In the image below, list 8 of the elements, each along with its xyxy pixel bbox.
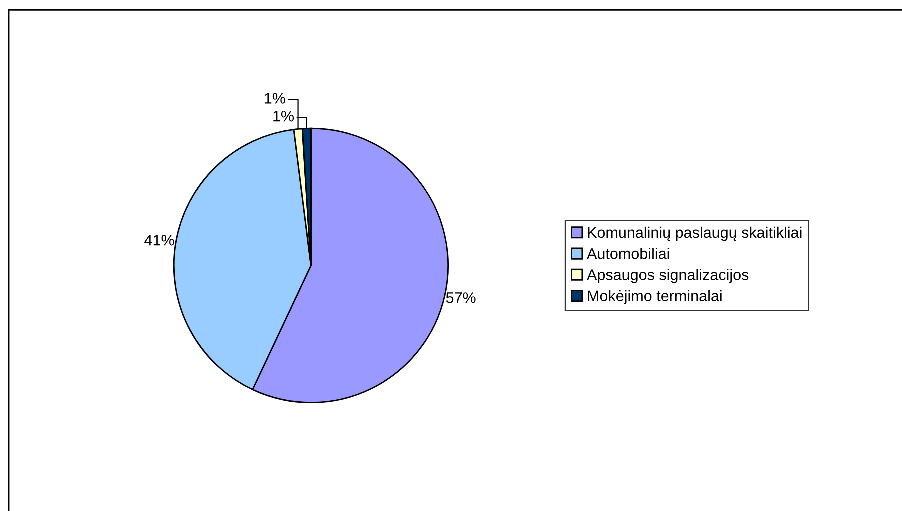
legend-label: Apsaugos signalizacijos	[587, 269, 749, 284]
legend-label: Mokėjimo terminalai	[588, 290, 722, 305]
data-label: 1%	[265, 93, 286, 104]
data-label: 57%	[446, 292, 476, 304]
legend-label: Komunalinių paslaugų skaitikliai	[588, 226, 802, 242]
data-label: 1%	[274, 110, 294, 122]
data-label: 41%	[144, 235, 174, 246]
legend-label: Automobiliai	[587, 248, 670, 260]
